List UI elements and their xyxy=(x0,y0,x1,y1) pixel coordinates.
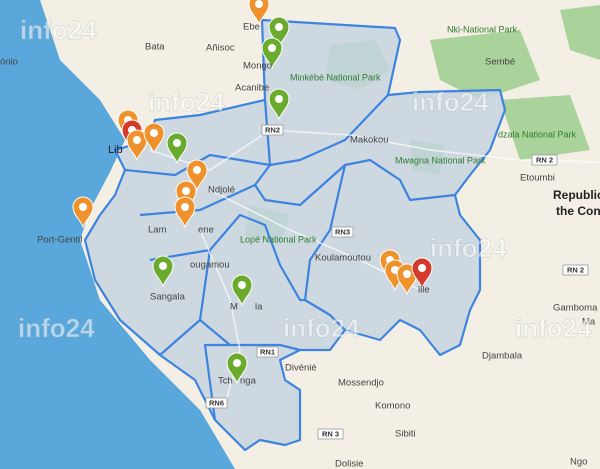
watermark: info24 xyxy=(283,313,360,343)
road-label: RN1 xyxy=(260,347,275,356)
place-label: Koulamoutou xyxy=(315,253,371,264)
place-label: la xyxy=(255,302,263,313)
place-label: nga xyxy=(240,376,257,387)
ocean xyxy=(0,0,235,469)
place-label: Mossendjo xyxy=(338,378,384,389)
place-label: Sangala xyxy=(150,292,186,303)
place-label: Ma xyxy=(582,317,596,328)
place-label: Port-Gentil xyxy=(37,235,82,246)
province-borders xyxy=(124,94,456,421)
place-label: ónio xyxy=(0,57,18,68)
place-label: Etoumbi xyxy=(520,173,555,184)
watermark: info24 xyxy=(515,313,592,343)
place-label: Bata xyxy=(145,42,165,53)
place-label: Mongo xyxy=(243,61,272,72)
park-label: dzala National Park xyxy=(498,129,577,139)
road-label: RN 3 xyxy=(322,429,339,438)
place-label: Lib xyxy=(108,144,123,156)
watermark: info24 xyxy=(18,313,95,343)
place-label: Ebe xyxy=(243,22,260,33)
place-label: Makokou xyxy=(350,135,389,146)
place-label: ene xyxy=(198,225,214,236)
place-label: Dolisie xyxy=(335,459,364,469)
park-label: Mwagna National Park xyxy=(395,155,486,165)
place-label: Gamboma xyxy=(553,303,598,314)
place-label: Ndjolé xyxy=(208,185,235,196)
place-label: Acanibe xyxy=(235,83,269,94)
road-label: RN2 xyxy=(265,125,280,134)
country-label: the Con xyxy=(556,204,600,218)
place-label: Divénié xyxy=(285,363,317,374)
road-label: RN3 xyxy=(335,227,350,236)
place-label: Djambala xyxy=(482,351,523,362)
road-label: RN 2 xyxy=(567,265,584,274)
place-label: Sibiti xyxy=(395,429,416,440)
place-label: Komono xyxy=(375,401,410,412)
watermark: info24 xyxy=(430,233,507,263)
place-label: Lam xyxy=(148,225,167,236)
park-label: Nki-National Park xyxy=(447,24,518,34)
country-region xyxy=(83,18,507,452)
watermark: info24 xyxy=(148,87,225,117)
place-label: ille xyxy=(418,285,430,296)
watermark: info24 xyxy=(412,87,489,117)
place-labels: Ebe Bata Añisoc ónio Mongo Acanibe Nki-N… xyxy=(0,22,600,469)
place-label: Sembé xyxy=(485,57,515,68)
park-label: Minkébé National Park xyxy=(290,72,381,82)
road-label: RN6 xyxy=(209,398,224,407)
country-label: Republic xyxy=(553,188,600,202)
place-label: M xyxy=(230,302,238,313)
road-labels: RN2 RN 2 RN3 RN 2 RN1 RN6 RN 3 xyxy=(205,124,589,440)
place-label: Tch xyxy=(218,376,233,387)
place-label: Añisoc xyxy=(206,43,235,54)
watermarks: info24 info24 info24 info24 info24 info2… xyxy=(18,15,593,343)
road-label: RN 2 xyxy=(536,155,553,164)
place-label: Ngo xyxy=(570,457,587,468)
place-label: ougamou xyxy=(190,260,230,271)
watermark: info24 xyxy=(20,15,97,45)
park-label: Lopé National Park xyxy=(240,234,317,244)
